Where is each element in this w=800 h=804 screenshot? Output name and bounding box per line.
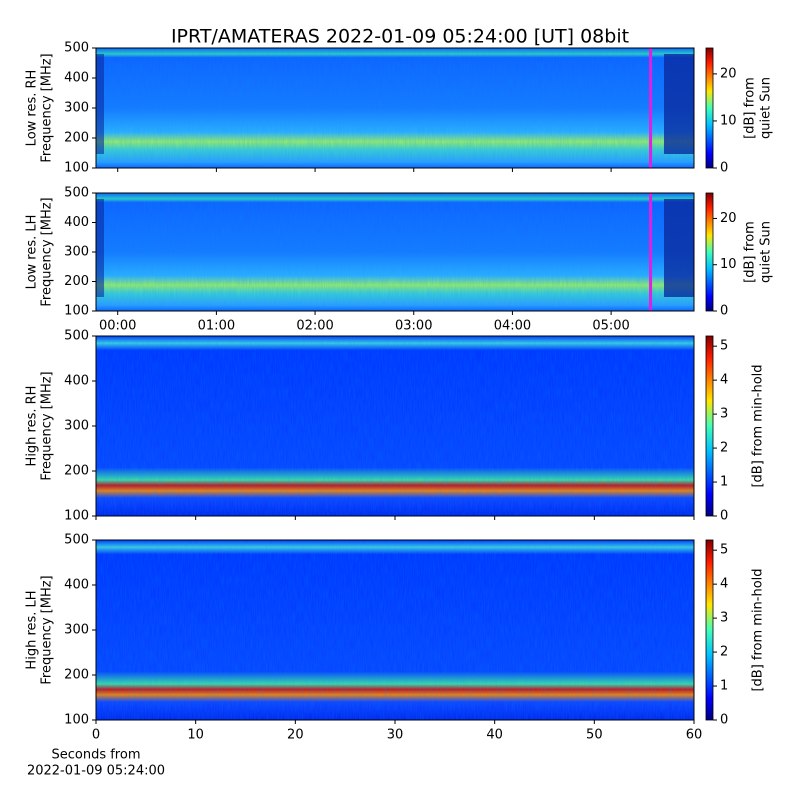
x-tick-label: 03:00 (395, 319, 432, 334)
x-tick-label: 00:00 (99, 319, 136, 334)
x-tick-label: 01:00 (198, 319, 235, 334)
colorbar-label: [dB] from min-hold (751, 364, 766, 487)
y-axis-label: Frequency [MHz] (40, 53, 55, 162)
y-tick-label: 100 (64, 713, 89, 728)
colorbar-tick-label: 20 (720, 211, 737, 226)
chart-title: IPRT/AMATERAS 2022-01-09 05:24:00 [UT] 0… (171, 26, 629, 48)
x-tick-label: 10 (187, 728, 204, 743)
colorbar-tick-label: 0 (720, 509, 728, 524)
y-tick-label: 300 (64, 101, 89, 116)
y-tick-label: 200 (64, 464, 89, 479)
x-tick-label: 20 (287, 728, 304, 743)
spectrogram-noise (96, 540, 694, 720)
colorbar-tick-label: 4 (720, 577, 728, 592)
y-tick-label: 500 (64, 186, 89, 201)
x-tick-label: 60 (686, 728, 703, 743)
colorbar-tick-label: 10 (720, 257, 737, 272)
y-tick-label: 400 (64, 374, 89, 389)
y-tick-label: 100 (64, 304, 89, 319)
colorbar-tick-label: 0 (720, 713, 728, 728)
colorbar (705, 335, 714, 517)
y-tick-label: 300 (64, 245, 89, 260)
data-gap (664, 199, 694, 297)
y-axis-label: High res. RH (25, 386, 40, 467)
y-tick-label: 400 (64, 578, 89, 593)
spectrogram-noise (96, 193, 694, 311)
x-tick-label: 02:00 (296, 319, 333, 334)
x-tick-label: 0 (92, 728, 100, 743)
x-tick-label: 40 (486, 728, 503, 743)
y-tick-label: 500 (64, 329, 89, 344)
x-tick-label: 05:00 (592, 319, 629, 334)
data-gap (96, 54, 104, 154)
colorbar-label: quiet Sun (759, 221, 774, 283)
colorbar-tick-label: 3 (720, 407, 728, 422)
y-tick-label: 100 (64, 509, 89, 524)
y-tick-label: 200 (64, 668, 89, 683)
y-axis-label: High res. LH (25, 590, 40, 669)
colorbar-label: [dB] from min-hold (751, 568, 766, 691)
colorbar-tick-label: 4 (720, 373, 728, 388)
x-tick-label: 04:00 (494, 319, 531, 334)
y-tick-label: 300 (64, 419, 89, 434)
colorbar-tick-label: 1 (720, 475, 728, 490)
colorbar-tick-label: 5 (720, 339, 728, 354)
y-axis-label: Low res. LH (25, 215, 40, 290)
spectrogram-noise (96, 48, 694, 168)
y-axis-label: Frequency [MHz] (40, 371, 55, 480)
y-tick-label: 200 (64, 274, 89, 289)
y-tick-label: 100 (64, 161, 89, 176)
x-axis-label: Seconds from (51, 748, 140, 763)
colorbar-tick-label: 5 (720, 543, 728, 558)
x-axis-label: 2022-01-09 05:24:00 (27, 764, 165, 779)
y-tick-label: 200 (64, 131, 89, 146)
colorbar-tick-label: 2 (720, 441, 728, 456)
colorbar-tick-label: 0 (720, 304, 728, 319)
colorbar (705, 539, 714, 721)
colorbar-label: quiet Sun (759, 77, 774, 139)
colorbar-tick-label: 2 (720, 645, 728, 660)
colorbar-tick-label: 1 (720, 679, 728, 694)
y-axis-label: Low res. RH (25, 70, 40, 147)
colorbar-tick-label: 0 (720, 161, 728, 176)
colorbar (705, 192, 714, 312)
colorbar-tick-label: 3 (720, 611, 728, 626)
x-tick-label: 50 (586, 728, 603, 743)
y-axis-label: Frequency [MHz] (40, 575, 55, 684)
colorbar-tick-label: 10 (720, 113, 737, 128)
data-gap (96, 199, 104, 297)
colorbar-label: [dB] from (743, 221, 758, 283)
y-tick-label: 400 (64, 215, 89, 230)
y-tick-label: 500 (64, 41, 89, 56)
colorbar-label: [dB] from (743, 77, 758, 139)
y-tick-label: 500 (64, 533, 89, 548)
spectrogram-noise (96, 336, 694, 516)
data-gap (664, 54, 694, 154)
y-axis-label: Frequency [MHz] (40, 197, 55, 306)
y-tick-label: 400 (64, 71, 89, 86)
y-tick-label: 300 (64, 623, 89, 638)
colorbar (705, 47, 714, 169)
colorbar-tick-label: 20 (720, 66, 737, 81)
x-tick-label: 30 (387, 728, 404, 743)
